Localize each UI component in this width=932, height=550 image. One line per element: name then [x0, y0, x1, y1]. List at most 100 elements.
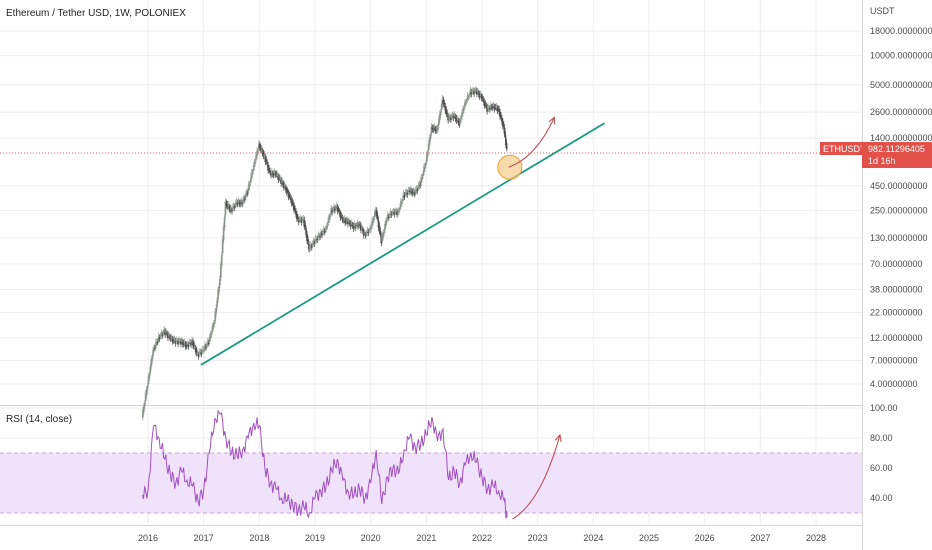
candle-body: [255, 154, 257, 160]
candle-body: [465, 101, 468, 103]
candle-body: [269, 170, 271, 173]
candle-body: [398, 210, 400, 213]
candle-body: [446, 112, 449, 114]
candle-body: [145, 389, 148, 396]
candle-body: [311, 243, 314, 246]
candle-body: [486, 107, 489, 112]
candle-body: [312, 240, 315, 244]
rsi-tick-label: 100.00: [870, 403, 898, 413]
time-axis-ticks: 2016 2017 2018 2019 2020 2021 2022 2023 2024 2025…: [138, 533, 826, 543]
candle-body: [301, 219, 304, 221]
candle-body: [173, 338, 176, 341]
candle-body: [381, 235, 384, 242]
candle-body: [193, 343, 195, 347]
candle-body: [370, 228, 373, 230]
price-tag-value: 982.11296405: [868, 144, 925, 154]
candle-body: [362, 231, 365, 236]
candle-body: [220, 255, 223, 266]
candle-body: [406, 192, 409, 195]
candle-body: [444, 106, 447, 111]
price-tick-label: 70.00000000: [870, 259, 923, 269]
candle-body: [501, 121, 504, 127]
candle-body: [250, 172, 253, 180]
candle-body: [187, 344, 190, 347]
candle-body: [384, 223, 386, 230]
candle-body: [240, 200, 243, 203]
candle-body: [405, 191, 408, 194]
candle-body: [400, 202, 403, 204]
price-tick-label: 250.00000000: [870, 205, 928, 215]
candle-body: [349, 223, 352, 227]
candle-body: [233, 206, 236, 208]
candle-body: [504, 135, 507, 137]
candle-body: [275, 173, 278, 175]
candle-body: [337, 209, 340, 211]
candle-body: [469, 89, 472, 94]
candle-body: [188, 341, 191, 345]
candle-body: [425, 154, 428, 162]
candle-body: [160, 332, 163, 336]
candle-body: [452, 116, 455, 119]
candle-body: [440, 103, 443, 110]
candle-body: [279, 178, 282, 180]
candle-body: [416, 189, 419, 191]
candle-body: [261, 150, 264, 154]
candle-body: [264, 156, 267, 163]
candle-body: [254, 162, 257, 164]
candle-body: [206, 340, 209, 345]
candle-body: [244, 193, 247, 197]
candle-body: [466, 95, 469, 100]
candle-body: [411, 191, 414, 194]
candle-body: [374, 209, 377, 214]
candle-body: [199, 351, 202, 354]
candle-body: [166, 333, 168, 335]
candle-body: [347, 220, 350, 222]
candle-body: [159, 336, 162, 338]
price-tick-label: 7.00000000: [870, 356, 918, 366]
candle-body: [307, 239, 309, 242]
candle-body: [317, 234, 320, 239]
candle-body: [388, 215, 391, 217]
price-tick-label: 10000.00000000: [870, 51, 932, 61]
candle-body: [245, 191, 248, 195]
candle-body: [198, 351, 201, 355]
candle-body: [321, 233, 323, 236]
candle-body: [272, 173, 275, 176]
candle-body: [150, 359, 153, 367]
price-projection-arrow[interactable]: [508, 117, 555, 168]
candle-body: [366, 229, 369, 233]
candle-body: [357, 225, 360, 227]
candle-body: [217, 289, 219, 300]
candle-body: [322, 229, 325, 232]
trendline[interactable]: [200, 122, 605, 366]
candle-body: [298, 219, 301, 221]
candle-body: [397, 210, 399, 213]
candle-body: [320, 231, 322, 235]
candle-body: [270, 171, 273, 174]
candle-body: [380, 236, 383, 244]
candle-body: [450, 117, 452, 120]
candle-body: [399, 201, 402, 207]
candle-body: [308, 247, 311, 249]
candle-body: [143, 403, 146, 407]
candle-body: [144, 393, 147, 401]
candle-body: [423, 166, 425, 173]
candle-body: [474, 90, 476, 92]
candle-body: [395, 211, 398, 213]
candles: [141, 86, 508, 421]
rsi-projection-arrow[interactable]: [512, 434, 561, 520]
candle-body: [265, 159, 268, 162]
candle-body: [195, 350, 198, 354]
candle-body: [274, 173, 277, 175]
candle-body: [259, 146, 262, 151]
candle-body: [392, 211, 395, 213]
candle-body: [197, 354, 200, 357]
candle-body: [398, 207, 401, 210]
candle-body: [359, 224, 361, 226]
candle-body: [242, 199, 244, 203]
candle-body: [356, 222, 359, 226]
candle-body: [439, 112, 442, 115]
candle-body: [412, 190, 415, 193]
candle-body: [180, 339, 183, 342]
